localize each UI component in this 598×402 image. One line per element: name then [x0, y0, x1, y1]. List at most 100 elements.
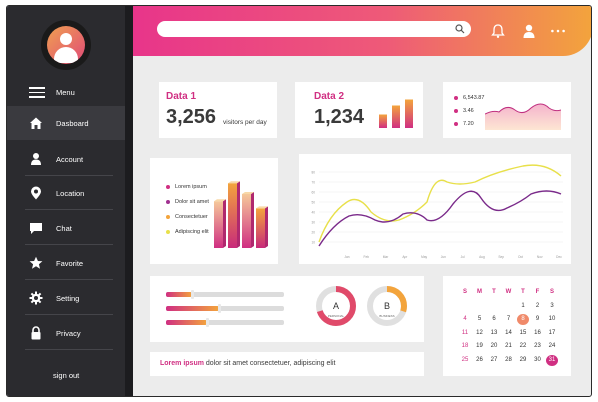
calendar-day[interactable]: 30	[534, 356, 541, 363]
text-banner: Lorem ipsum dolor sit amet consectetuer,…	[150, 352, 424, 376]
sidebar-item-dashboard[interactable]: Dasboard	[7, 106, 125, 140]
sidebar-item-label: Account	[56, 155, 84, 164]
calendar-day[interactable]: 19	[476, 343, 483, 349]
calendar-weekday: M	[477, 289, 482, 295]
slider-fill	[166, 320, 208, 325]
menu-label: Menu	[56, 88, 75, 97]
more-icon[interactable]	[550, 23, 566, 39]
sidebar-item-account[interactable]: Account	[7, 142, 125, 176]
sidebar-divider	[125, 6, 133, 396]
mini-bar	[379, 114, 387, 128]
sidebar-item-privacy[interactable]: Privacy	[7, 316, 125, 350]
donut-letter: A	[333, 301, 339, 311]
x-tick-label: Jan	[344, 255, 349, 259]
sidebar-item-label: Chat	[56, 224, 72, 233]
3d-bar-side	[223, 199, 226, 248]
slider-2[interactable]	[166, 304, 284, 313]
bar-chart-card: Lorem ipsum Dolor sit amet Consectetuer …	[150, 158, 278, 264]
calendar-weekday: S	[549, 289, 554, 295]
sidebar-item-label: Favorite	[56, 259, 84, 268]
calendar-day[interactable]: 1	[521, 302, 525, 309]
user-avatar-icon	[47, 26, 85, 64]
calendar-day[interactable]: 23	[534, 343, 541, 349]
lock-icon	[31, 326, 41, 340]
calendar-day[interactable]: 22	[519, 343, 527, 349]
calendar-day[interactable]: 13	[490, 329, 498, 336]
mini-bar	[405, 99, 413, 128]
user-icon[interactable]	[521, 23, 537, 39]
banner-rest: dolor sit amet consectetuer, adipiscing …	[203, 360, 336, 367]
calendar-day[interactable]: 7	[506, 316, 511, 322]
slider-fill	[166, 292, 192, 297]
calendar-day[interactable]: 29	[519, 356, 527, 363]
calendar-day[interactable]: 14	[505, 329, 512, 336]
y-tick-label: 70	[311, 181, 315, 185]
calendar-day[interactable]: 3	[550, 302, 554, 309]
calendar-day[interactable]: 9	[535, 316, 540, 322]
calendar-day[interactable]: 8	[517, 314, 529, 325]
calendar-day[interactable]: 15	[519, 329, 527, 336]
3d-bar	[242, 194, 251, 248]
sidebar-item-setting[interactable]: Setting	[7, 281, 125, 315]
banner-text: Lorem ipsum dolor sit amet consectetuer,…	[160, 360, 335, 367]
card-title: Data 2	[314, 91, 345, 102]
card-title: Data 1	[166, 91, 197, 102]
calendar-day[interactable]: 2	[535, 302, 540, 309]
legend-label: 6,543.87	[463, 95, 485, 101]
stat-value: 3,256	[166, 106, 217, 128]
x-tick-label: Feb	[364, 255, 370, 259]
legend-item: Adipiscing elit	[166, 229, 209, 235]
sidebar-item-label: Privacy	[56, 329, 81, 338]
line-chart: 80 70 60 50 40 30 20 10 Jan Feb Mar Apr May Jun Jul Aug…	[311, 164, 563, 259]
calendar-day[interactable]: 17	[548, 329, 556, 336]
calendar-day[interactable]: 21	[505, 343, 512, 349]
calendar-day[interactable]: 11	[461, 329, 469, 336]
calendar-card: S M T W T F S 1 2 3 4 5 6 7 8 9 10 11 12 13 14 15 16 17 18 19 20 21…	[443, 276, 571, 376]
3d-bar-top	[214, 199, 226, 202]
legend-label: 7.20	[463, 121, 474, 127]
sparkline-chart	[485, 103, 561, 130]
calendar-day[interactable]: 10	[548, 316, 556, 322]
calendar-day[interactable]: 24	[548, 343, 556, 349]
calendar-day[interactable]: 20	[490, 343, 498, 349]
series-line-purple	[318, 190, 562, 247]
sidebar-item-favorite[interactable]: Favorite	[7, 246, 125, 280]
calendar-day[interactable]: 28	[505, 356, 512, 363]
donut-chart-a: A PERSONAL	[316, 286, 356, 326]
calendar-day[interactable]: 5	[477, 316, 482, 322]
calendar-day[interactable]: 4	[463, 316, 467, 322]
calendar-day[interactable]: 25	[461, 356, 469, 363]
calendar-day[interactable]: 18	[461, 343, 469, 349]
y-tick-label: 10	[311, 241, 315, 245]
sidebar-item-location[interactable]: Location	[7, 176, 125, 210]
legend-label: Adipiscing elit	[175, 229, 209, 235]
user-icon	[31, 153, 41, 165]
sidebar: Menu Dasboard Account Location Chat Favo…	[7, 6, 125, 396]
calendar-day[interactable]: 27	[490, 356, 498, 363]
calendar-day[interactable]: 12	[476, 329, 483, 336]
3d-bar-side	[251, 192, 254, 248]
3d-bar-side	[265, 206, 268, 248]
sidebar-item-chat[interactable]: Chat	[7, 211, 125, 245]
sign-out-link[interactable]: sign out	[53, 371, 80, 380]
calendar-day[interactable]: 6	[492, 316, 496, 322]
legend-item: Consectetuer	[166, 214, 208, 220]
donut-caption: BUSINESS	[379, 314, 394, 318]
x-tick-label: Dec	[556, 255, 562, 259]
search-icon[interactable]	[455, 24, 465, 34]
calendar-weekday: F	[535, 289, 540, 295]
search-input[interactable]	[157, 21, 471, 37]
slider-knob[interactable]	[190, 290, 194, 299]
avatar[interactable]	[41, 20, 91, 70]
calendar-day[interactable]: 16	[534, 329, 541, 336]
calendar-day[interactable]: 31	[546, 354, 558, 366]
menu-toggle[interactable]: Menu	[7, 78, 125, 106]
x-tick-label: Jul	[461, 255, 465, 259]
slider-knob[interactable]	[218, 304, 222, 313]
slider-knob[interactable]	[206, 318, 210, 327]
slider-1[interactable]	[166, 290, 284, 299]
stat-caption: visitors per day	[223, 119, 267, 126]
bell-icon[interactable]	[490, 23, 506, 39]
slider-3[interactable]	[166, 318, 284, 327]
calendar-day[interactable]: 26	[476, 356, 483, 363]
